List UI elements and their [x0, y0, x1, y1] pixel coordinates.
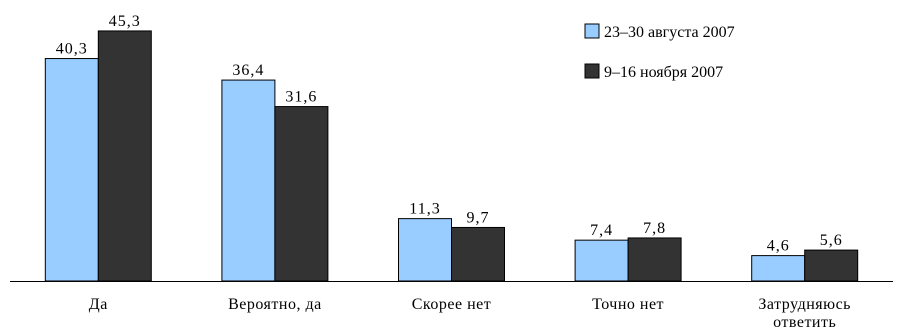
value-label-series1-1: 40,3: [56, 41, 88, 58]
value-label-series2-1: 45,3: [109, 13, 141, 30]
value-labels-layer: 40,3 45,3 36,4 31,6 11,3 9,7 7,4 7,8 4,6 5,6: [56, 13, 843, 255]
bar-series2-4: [627, 237, 682, 282]
legend: 23–30 августа 2007 9–16 ноября 2007: [584, 23, 735, 81]
legend-label-series1: 23–30 августа 2007: [604, 24, 735, 41]
bar-series1-4: [574, 239, 629, 282]
value-label-series2-3: 9,7: [467, 209, 490, 226]
category-label-4: Точно нет: [592, 296, 664, 313]
value-label-series1-3: 11,3: [409, 201, 440, 218]
category-label-2: Вероятно, да: [228, 296, 322, 313]
category-label-5-line1: Затрудняюсь: [758, 296, 851, 313]
legend-swatch-series1: [584, 23, 600, 39]
category-label-1: Да: [89, 296, 108, 313]
value-label-series1-4: 7,4: [590, 222, 613, 239]
bar-series2-2: [274, 106, 329, 282]
bar-series2-1: [97, 30, 152, 282]
bars-layer: [44, 30, 859, 282]
value-label-series1-5: 4,6: [767, 238, 790, 255]
legend-label-series2: 9–16 ноября 2007: [604, 64, 723, 81]
value-label-series2-4: 7,8: [643, 220, 666, 237]
bar-series1-3: [398, 218, 452, 282]
category-labels-layer: Да Вероятно, да Скорее нет Точно нет Затрудн…: [89, 296, 851, 331]
bar-series2-3: [451, 226, 505, 282]
category-label-3: Скорее нет: [412, 296, 492, 313]
value-label-series1-2: 36,4: [232, 62, 264, 79]
bar-series2-5: [804, 249, 859, 282]
bar-series1-2: [221, 79, 276, 282]
value-label-series2-5: 5,6: [820, 232, 843, 249]
bar-series1-5: [751, 255, 806, 282]
bar-series1-1: [44, 58, 99, 282]
value-label-series2-2: 31,6: [285, 89, 317, 106]
legend-swatch-series2: [584, 63, 600, 79]
category-label-5-line2: ответить: [773, 314, 836, 331]
